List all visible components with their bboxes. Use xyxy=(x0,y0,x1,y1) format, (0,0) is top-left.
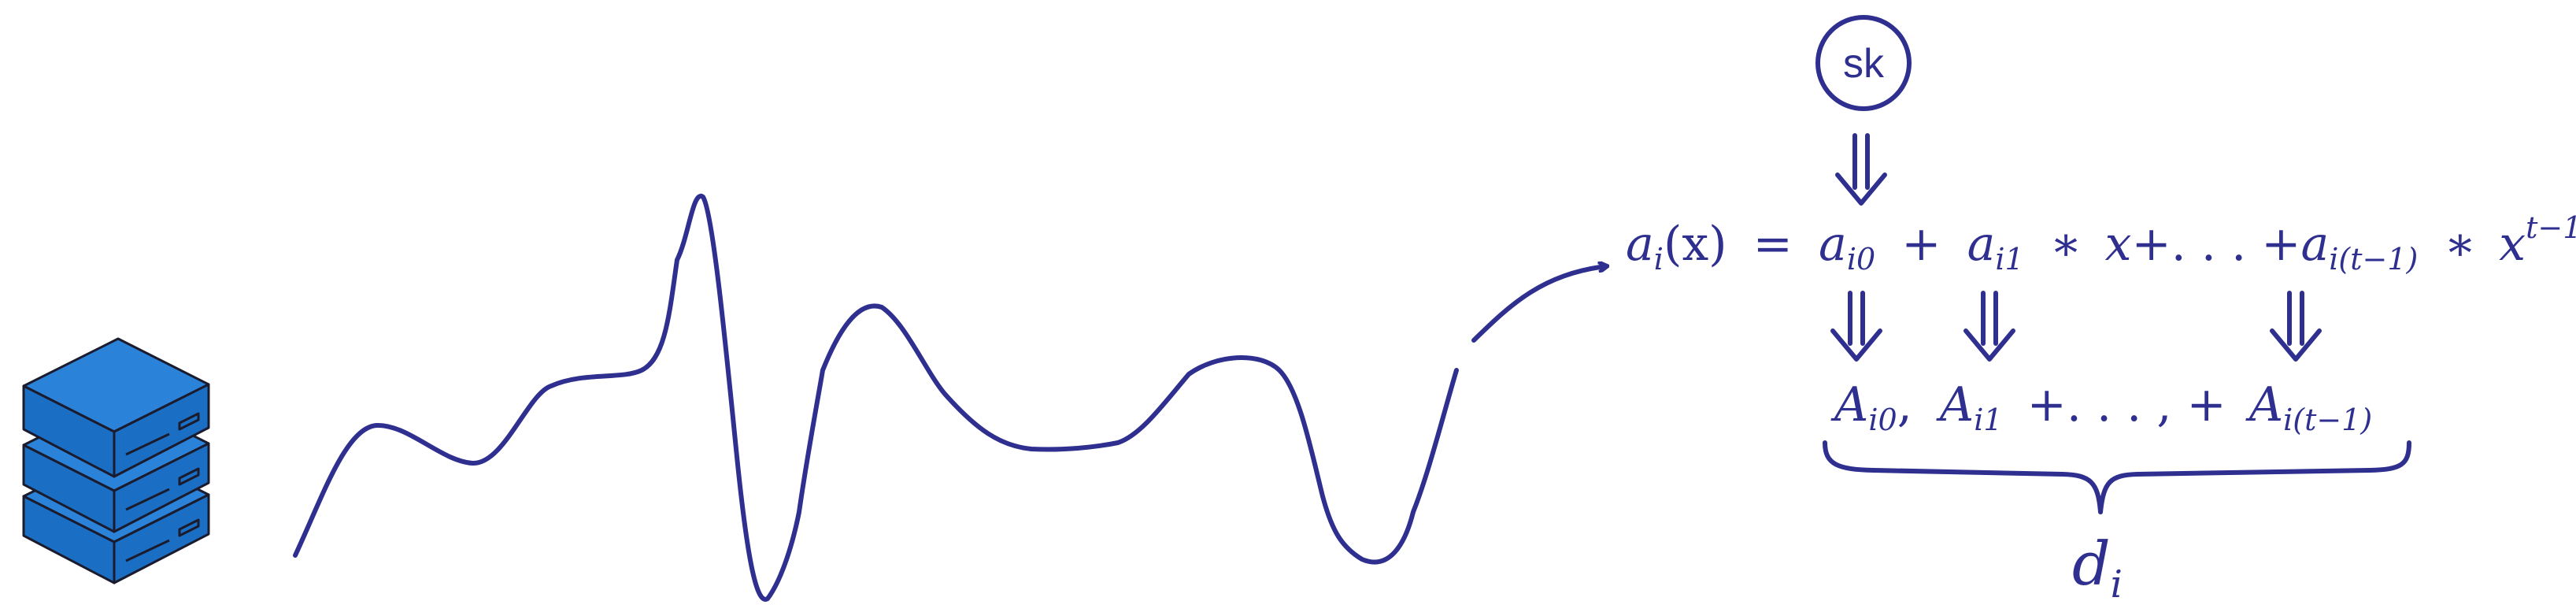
secret-key-label: sk xyxy=(1843,41,1885,87)
server-stack-icon xyxy=(22,337,210,584)
double-arrow-a1 xyxy=(1963,291,2015,362)
polynomial-equation: ai(x) = ai0 + ai1 ∗ x+. . . +ai(t−1) ∗ x… xyxy=(1626,210,2576,281)
double-arrow-a0 xyxy=(1830,291,1882,362)
double-arrow-sk xyxy=(1835,133,1887,206)
curly-brace xyxy=(1823,440,2411,514)
secret-key-circle xyxy=(1815,15,1912,111)
flow-arrow xyxy=(1471,266,1606,343)
commitments-line: Ai0, Ai1 +. . . , + Ai(t−1) xyxy=(1830,377,2372,442)
double-arrow-at xyxy=(2270,291,2322,362)
waveform-line xyxy=(293,193,1459,602)
server-unit-top xyxy=(22,337,210,478)
result-label: di xyxy=(2072,529,2123,607)
